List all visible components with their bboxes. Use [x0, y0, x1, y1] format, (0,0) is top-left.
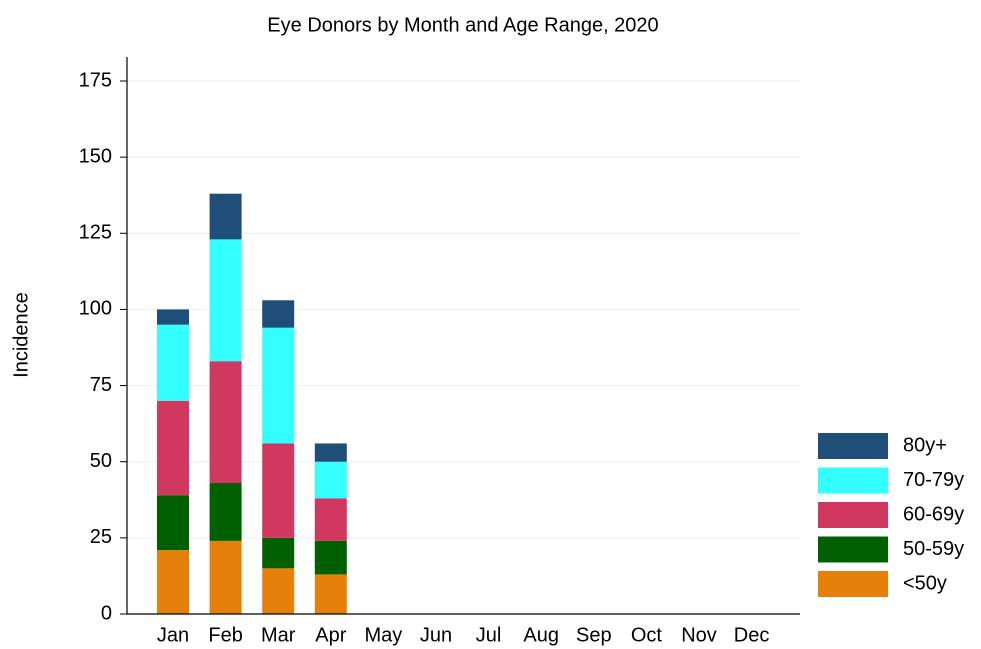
bar-segment [314, 443, 347, 462]
legend-label: 50-59y [903, 538, 964, 560]
bar-segment [209, 193, 242, 240]
chart-title: Eye Donors by Month and Age Range, 2020 [267, 14, 658, 36]
bar-segment [157, 550, 189, 614]
bar-segment [209, 361, 242, 484]
x-tick-label: Oct [631, 624, 663, 646]
x-tick-label: Jan [157, 624, 189, 646]
x-tick-label: Jun [420, 624, 452, 646]
y-tick-label: 0 [101, 602, 112, 624]
y-tick-label: 50 [90, 450, 112, 472]
x-tick-label: May [365, 624, 403, 646]
bar-segment [262, 327, 295, 444]
bar-segment [209, 540, 242, 614]
x-tick-label: Jul [476, 624, 502, 646]
bar-segment [262, 300, 295, 328]
y-axis-label: Incidence [10, 292, 32, 378]
legend-label: <50y [903, 572, 947, 594]
x-tick-label: Dec [734, 624, 770, 646]
y-tick-label: 175 [79, 69, 112, 91]
x-tick-label: Apr [315, 624, 346, 646]
x-tick-label: Mar [261, 624, 296, 646]
y-tick-label: 25 [90, 526, 112, 548]
y-tick-label: 150 [79, 145, 112, 167]
legend-swatch [818, 536, 888, 563]
bars [157, 193, 347, 614]
bar-segment [209, 239, 242, 362]
legend-swatch [818, 571, 888, 597]
bar-segment [314, 461, 347, 499]
y-tick-label: 100 [79, 298, 112, 320]
bar-segment [157, 400, 189, 496]
y-tick-label: 125 [79, 222, 112, 244]
legend-swatch [818, 502, 888, 528]
bar-segment [262, 568, 295, 614]
x-tick-label: Nov [681, 624, 717, 646]
x-tick-label: Feb [208, 624, 242, 646]
legend-label: 70-79y [903, 469, 964, 491]
y-tick-label: 75 [90, 374, 112, 396]
bar-segment [314, 540, 347, 575]
x-tick-label: Aug [523, 624, 559, 646]
bar-segment [314, 574, 347, 614]
bar-segment [157, 495, 189, 551]
x-tick-label: Sep [576, 624, 612, 646]
bar-segment [314, 498, 347, 541]
bar-segment [209, 483, 242, 541]
legend-swatch [818, 467, 888, 494]
legend-label: 80y+ [903, 434, 947, 456]
bar-segment [262, 443, 295, 538]
bar-segment [157, 309, 189, 325]
legend-swatch [818, 433, 888, 459]
bar-segment [157, 324, 189, 401]
legend-label: 60-69y [903, 503, 964, 525]
bar-segment [262, 537, 295, 569]
